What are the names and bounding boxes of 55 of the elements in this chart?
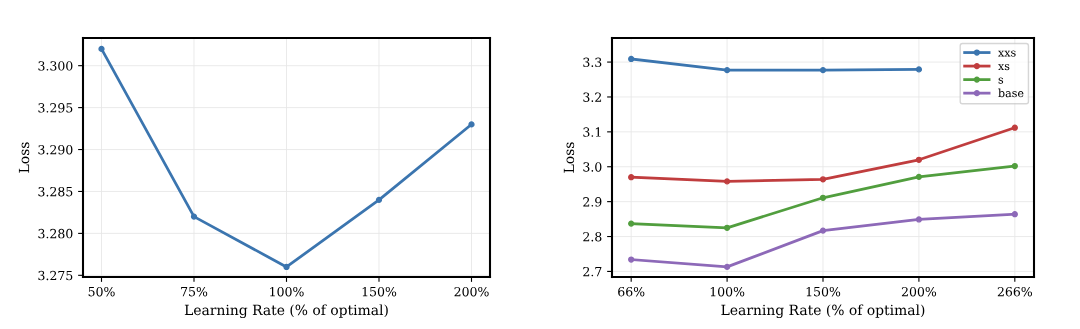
y-tick-label: 3.2	[583, 92, 602, 102]
x-tick-label: 75%	[181, 286, 208, 297]
y-tick-label: 3.0	[583, 162, 602, 172]
point	[915, 156, 923, 163]
x-tick-label: 66%	[618, 286, 645, 297]
y-tick-label: 3.300	[38, 61, 73, 71]
legend-label: base	[998, 88, 1024, 98]
x-axis-title: Learning Rate (% of optimal)	[721, 304, 925, 319]
point	[283, 263, 290, 271]
x-tick-label: 200%	[454, 286, 489, 297]
point	[98, 45, 105, 53]
x-tick-label: 200%	[901, 286, 937, 297]
point	[1011, 211, 1018, 218]
point	[628, 174, 635, 181]
y-tick-label: 3.3	[583, 57, 602, 67]
y-tick-label: 3.280	[38, 228, 73, 239]
y-tick-label: 3.1	[583, 127, 601, 137]
point	[819, 176, 827, 183]
x-tick-label: 266%	[997, 286, 1032, 297]
x-tick-label: 50%	[88, 286, 115, 297]
legend-label: xs	[998, 64, 1010, 71]
y-tick-label: 3.295	[38, 103, 73, 113]
y-axis-title: Loss	[18, 142, 30, 173]
x-axis-title: Learning Rate (% of optimal)	[184, 304, 388, 319]
point	[723, 263, 731, 271]
point	[723, 66, 731, 74]
y-tick-label: 3.275	[38, 270, 73, 281]
point	[1011, 162, 1018, 170]
legend-label: s	[998, 77, 1004, 84]
x-tick-label: 150%	[806, 286, 841, 297]
legend-label: xxs	[998, 50, 1016, 57]
y-tick-label: 3.290	[38, 145, 73, 155]
point	[723, 224, 731, 231]
point	[468, 121, 475, 128]
y-tick-label: 2.9	[583, 197, 602, 207]
point	[628, 256, 635, 263]
y-tick-label: 2.7	[583, 266, 602, 277]
y-axis-title: Loss	[563, 142, 575, 173]
point	[628, 220, 635, 227]
point	[819, 66, 827, 74]
point	[819, 194, 827, 201]
x-tick-label: 100%	[270, 286, 304, 297]
point	[915, 66, 923, 73]
y-tick-label: 2.8	[583, 232, 602, 242]
point	[915, 216, 923, 223]
point	[375, 196, 383, 203]
x-tick-label: 100%	[710, 286, 745, 297]
y-tick-label: 3.285	[38, 186, 73, 197]
point	[819, 227, 827, 234]
point	[190, 213, 198, 220]
point	[723, 178, 731, 185]
point	[628, 55, 635, 63]
point	[915, 173, 923, 180]
x-tick-label: 150%	[362, 286, 397, 297]
point	[1011, 124, 1018, 131]
